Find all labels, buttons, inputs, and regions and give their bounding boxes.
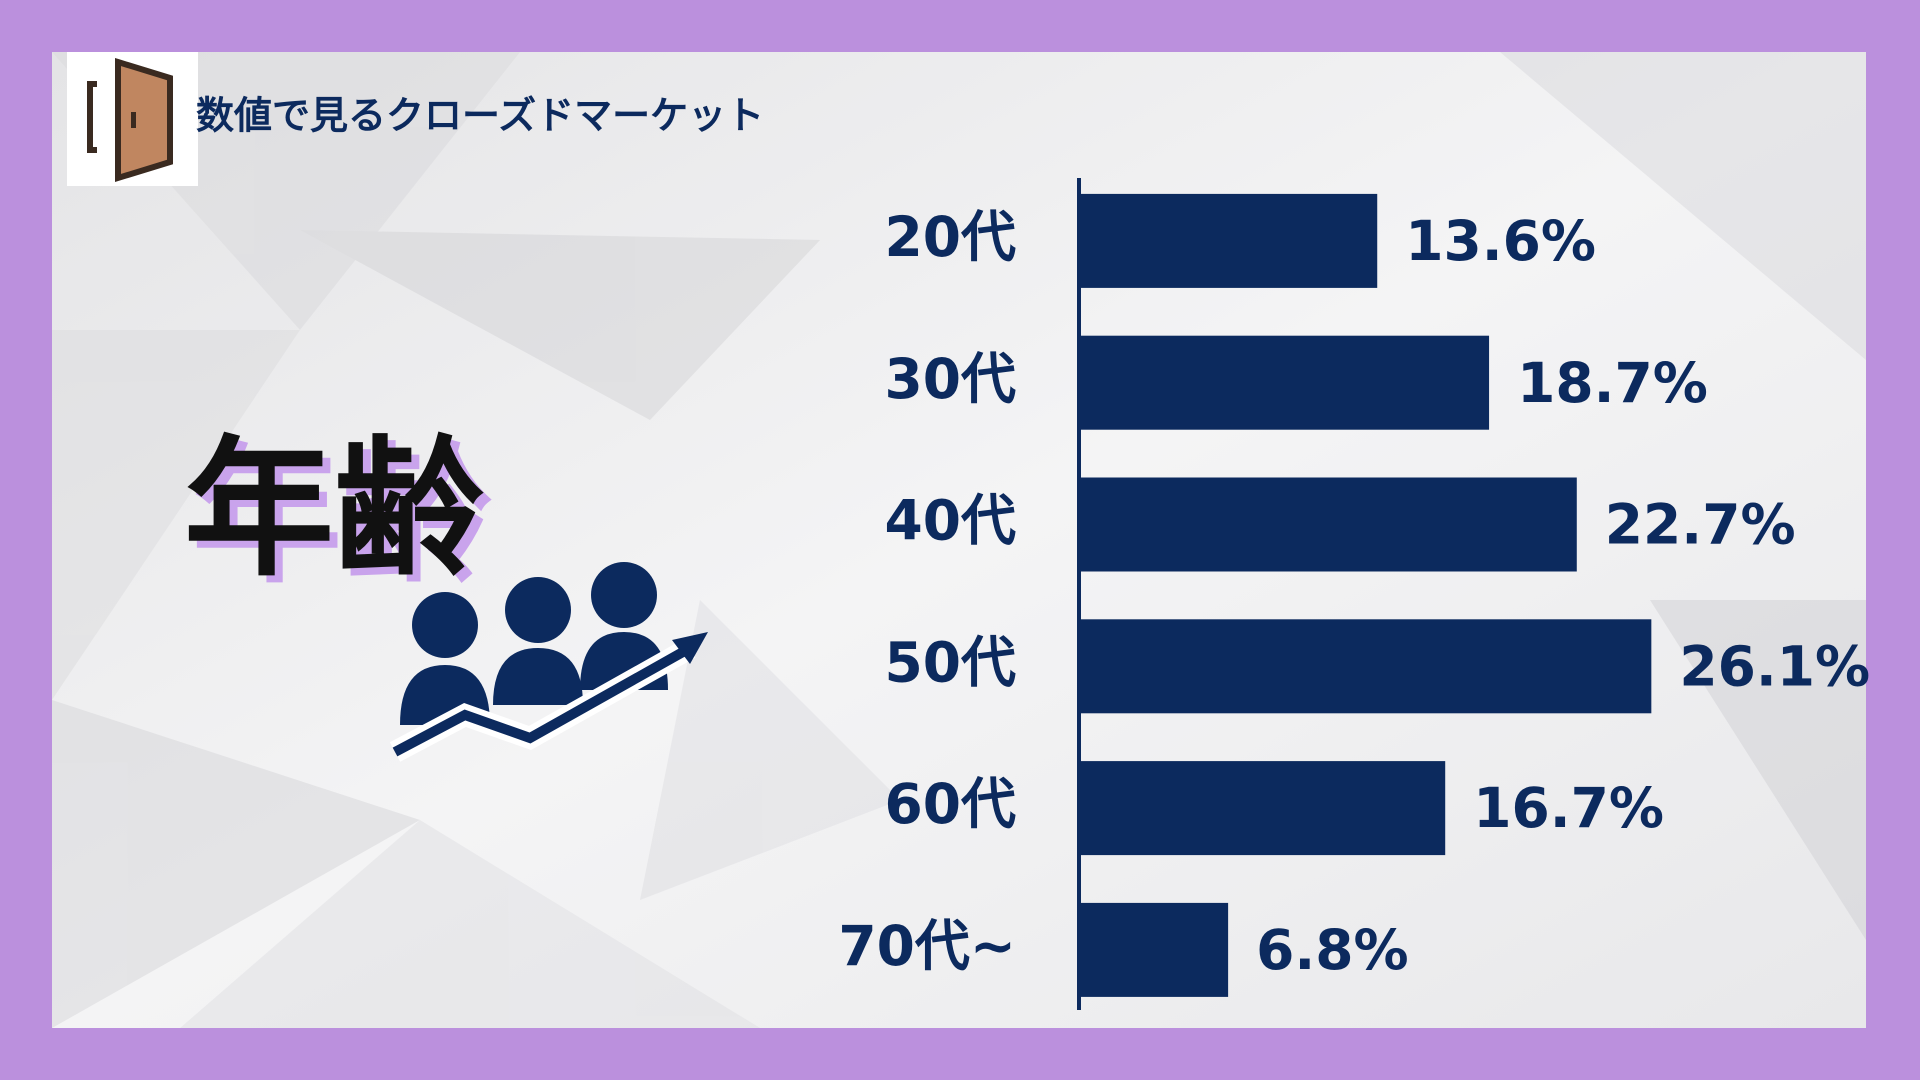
chart-title: 年齢 [184,423,484,597]
value-label: 16.7% [1473,776,1664,840]
bar [1079,619,1652,714]
bar [1079,335,1490,430]
category-label: 70代~ [838,914,1016,978]
logo-door [87,57,173,183]
people-icon [389,562,708,762]
bar [1079,193,1378,288]
background-polygons [52,52,1866,1028]
chart-title-shadow: 年齢 [192,430,492,604]
value-label: 18.7% [1517,351,1708,415]
value-label: 6.8% [1256,918,1409,982]
bar [1079,761,1446,856]
bar [1079,477,1577,572]
value-label: 13.6% [1405,209,1596,273]
value-label: 22.7% [1605,493,1796,557]
value-label: 26.1% [1679,634,1870,698]
header-title: 数値で見るクローズドマーケット [196,94,764,138]
bar [1079,902,1229,997]
category-label: 20代 [884,205,1016,269]
category-label: 30代 [884,347,1016,411]
category-label: 40代 [884,489,1016,553]
category-label: 60代 [884,772,1016,836]
category-label: 50代 [884,630,1016,694]
